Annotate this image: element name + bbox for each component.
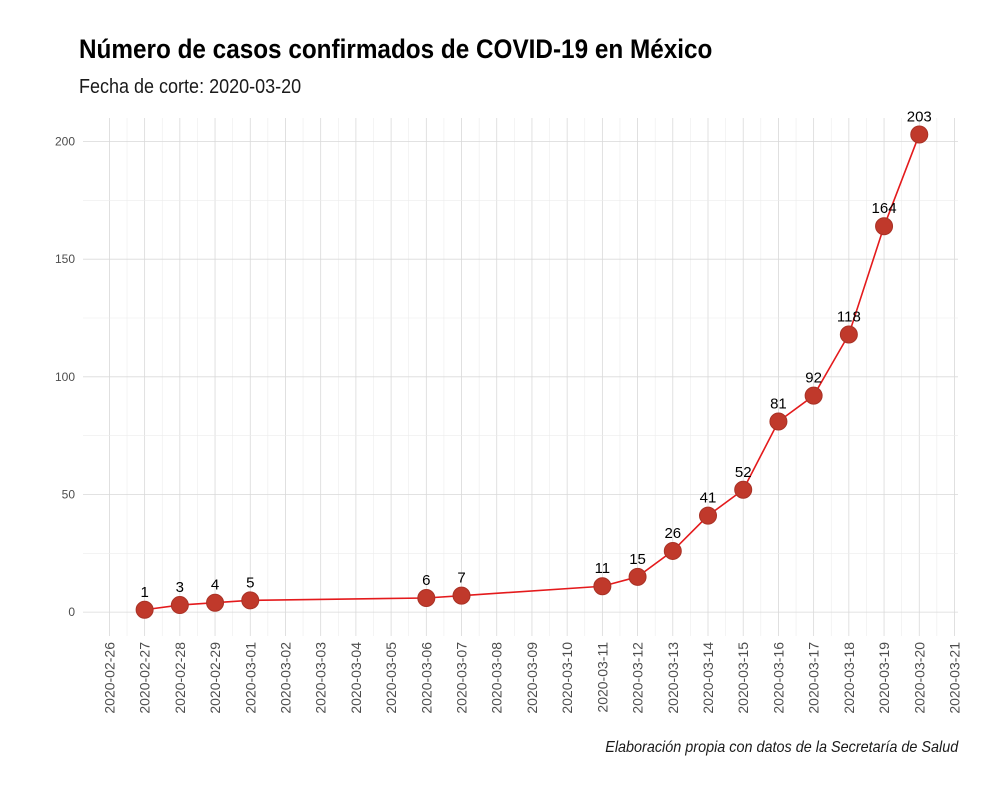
x-tick-label: 2020-03-13	[665, 642, 681, 714]
x-tick-label: 2020-03-07	[454, 642, 470, 714]
data-label: 11	[595, 560, 611, 577]
data-point	[875, 217, 894, 236]
x-tick-label: 2020-03-11	[594, 642, 610, 713]
data-point	[769, 412, 788, 431]
data-label: 6	[422, 572, 430, 589]
y-axis-ticks: 0 50 100 150 200	[55, 135, 75, 620]
x-tick-label: 2020-03-20	[911, 642, 927, 714]
x-tick-label: 2020-02-26	[101, 642, 117, 714]
x-tick-label: 2020-03-02	[277, 642, 293, 714]
series-line	[144, 134, 921, 611]
data-point	[628, 567, 647, 586]
data-label: 15	[629, 551, 646, 568]
x-tick-label: 2020-03-08	[489, 642, 505, 714]
x-tick-label: 2020-03-05	[383, 642, 399, 714]
data-label: 4	[211, 577, 219, 594]
data-points	[135, 125, 929, 619]
data-point	[170, 596, 189, 615]
y-tick-label: 150	[55, 252, 75, 266]
data-label: 7	[457, 570, 465, 587]
data-point	[804, 386, 823, 405]
x-tick-label: 2020-03-16	[770, 642, 786, 714]
x-tick-label: 2020-03-04	[348, 642, 364, 714]
x-tick-label: 2020-03-09	[524, 642, 540, 714]
x-tick-label: 2020-03-18	[841, 642, 857, 714]
y-tick-label: 200	[55, 135, 75, 149]
data-label: 118	[837, 308, 861, 325]
data-label: 26	[664, 525, 681, 542]
x-tick-label: 2020-03-03	[313, 642, 329, 714]
data-label: 5	[246, 574, 254, 591]
x-tick-label: 2020-03-14	[700, 642, 716, 714]
x-tick-label: 2020-03-17	[806, 642, 822, 714]
data-point	[699, 506, 717, 525]
x-tick-label: 2020-03-19	[876, 642, 892, 714]
x-tick-label: 2020-03-01	[242, 642, 258, 714]
data-label: 41	[700, 490, 717, 507]
data-point	[839, 325, 858, 344]
x-tick-label: 2020-02-27	[137, 642, 153, 714]
data-point	[593, 577, 612, 596]
x-tick-label: 2020-03-10	[559, 642, 575, 714]
data-label: 81	[770, 396, 787, 413]
y-tick-label: 100	[55, 370, 75, 384]
x-tick-label: 2020-02-28	[172, 642, 188, 714]
chart-subtitle: Fecha de corte: 2020-03-20	[79, 76, 302, 98]
chart-caption: Elaboración propia con datos de la Secre…	[604, 739, 958, 756]
data-point	[452, 586, 471, 605]
data-point	[734, 480, 753, 499]
data-point	[135, 600, 154, 619]
data-label: 203	[907, 108, 932, 125]
data-point	[206, 593, 225, 612]
data-label: 92	[805, 370, 822, 387]
x-axis-ticks: 2020-02-26 2020-02-27 2020-02-28 2020-02-29…	[101, 642, 962, 714]
data-label: 52	[735, 464, 752, 481]
x-tick-label: 2020-02-29	[207, 642, 223, 714]
data-point	[663, 541, 682, 560]
x-tick-label: 2020-03-21	[946, 642, 962, 714]
grid	[83, 118, 958, 636]
data-point	[241, 591, 260, 610]
x-tick-label: 2020-03-06	[418, 642, 434, 714]
x-tick-label: 2020-03-12	[630, 642, 646, 714]
chart-title: Número de casos confirmados de COVID-19 …	[79, 34, 713, 64]
data-point	[910, 125, 929, 144]
data-point	[417, 589, 436, 607]
data-labels: 1 3 4 5 6 7 11 15 26 41 52 81 92 118 164 203	[140, 108, 931, 600]
y-tick-label: 50	[62, 487, 76, 501]
x-tick-label: 2020-03-15	[735, 642, 751, 714]
data-label: 1	[140, 584, 148, 601]
y-tick-label: 0	[68, 605, 75, 619]
data-label: 164	[872, 200, 897, 217]
data-label: 3	[176, 579, 184, 596]
